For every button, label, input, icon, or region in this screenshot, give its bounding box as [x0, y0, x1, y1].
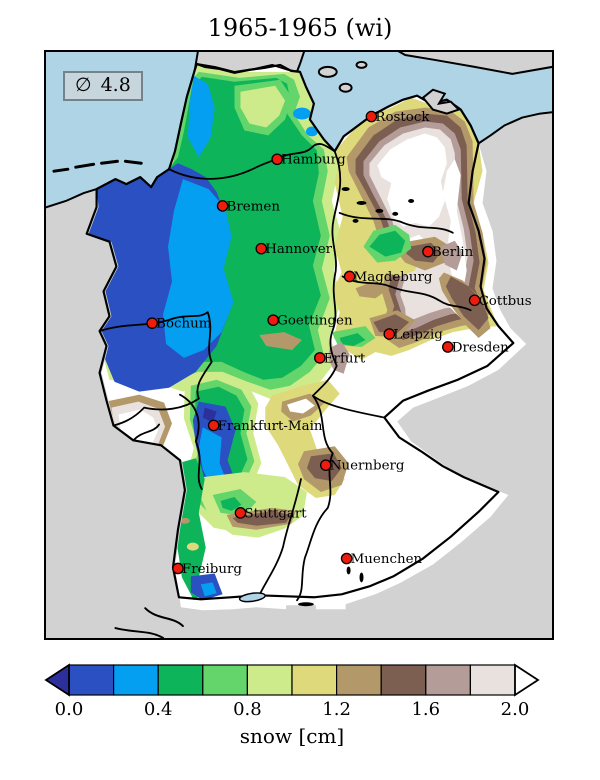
- city-dot: [343, 270, 356, 283]
- germany-snow-map: Rostock Hamburg Bremen Hannover Berlin Magdeb…: [46, 52, 552, 638]
- plot-title: 1965-1965 (wi): [207, 14, 393, 42]
- colorbar-segment: [112, 664, 159, 696]
- city-label: Rostock: [375, 110, 430, 125]
- danish-island: [338, 82, 353, 93]
- city-label: Cottbus: [479, 294, 532, 309]
- sweden: [397, 52, 552, 75]
- city-label: Leipzig: [393, 328, 443, 343]
- colorbar: [44, 663, 540, 697]
- city-dot: [172, 562, 184, 575]
- city-dot: [314, 352, 326, 364]
- colorbar-segment: [336, 664, 382, 696]
- colorbar-over-arrow: [514, 663, 540, 697]
- city-dot: [468, 294, 481, 307]
- city-dot: [340, 552, 353, 565]
- city-label: Dresden: [452, 340, 509, 355]
- bodensee-lake: [238, 592, 266, 603]
- colorbar-segment: [157, 664, 204, 696]
- city-dot: [216, 200, 229, 212]
- colorbar-tick: 2.0: [500, 699, 530, 720]
- city-label: Erfurt: [324, 351, 366, 366]
- city-markers: Rostock Hamburg Bremen Hannover Berlin Magdeb…: [146, 110, 532, 577]
- colorbar-segment: [68, 664, 115, 696]
- map-panel: Rostock Hamburg Bremen Hannover Berlin Magdeb…: [44, 50, 554, 640]
- colorbar-segment: [380, 664, 427, 696]
- city-dot: [267, 314, 280, 326]
- danish-island: [355, 60, 368, 69]
- colorbar-tick: 0.8: [233, 699, 262, 720]
- city-label: Goettingen: [277, 314, 353, 329]
- lakes-and-islands: [52, 88, 461, 638]
- colorbar-under-arrow: [44, 663, 70, 697]
- city-label: Berlin: [432, 245, 474, 260]
- city-dot: [383, 328, 396, 340]
- city-label: Nuernberg: [330, 459, 405, 474]
- colorbar-ticks: 0.0 0.4 0.8 1.2 1.6 2.0: [44, 699, 554, 723]
- city-label: Frankfurt-Main: [218, 419, 323, 434]
- city-label: Bremen: [227, 199, 281, 214]
- colorbar-tick: 1.2: [322, 699, 351, 720]
- ruegen-island: [421, 88, 461, 115]
- city-dot: [207, 419, 220, 432]
- colorbar-segment: [425, 664, 471, 696]
- colorbar-label: snow [cm]: [239, 724, 345, 748]
- city-label: Hannover: [265, 242, 332, 257]
- colorbar-tick: 1.6: [411, 699, 441, 720]
- city-dot: [365, 110, 378, 123]
- average-icon: ∅: [75, 74, 92, 96]
- city-label: Magdeburg: [354, 270, 433, 285]
- city-label: Freiburg: [182, 562, 242, 577]
- city-dot: [422, 245, 434, 258]
- danish-island: [317, 65, 338, 78]
- city-label: Bochum: [156, 317, 212, 332]
- city-dot: [255, 242, 268, 255]
- colorbar-segment: [469, 664, 516, 696]
- colorbar-segments: [68, 664, 516, 696]
- colorbar-tick: 0.4: [143, 699, 173, 720]
- colorbar-segment: [291, 664, 338, 696]
- city-label: Hamburg: [281, 153, 346, 168]
- average-badge: ∅ 4.8: [63, 71, 143, 101]
- germany-border: [85, 62, 515, 601]
- colorbar-tick: 0.0: [54, 699, 84, 720]
- colorbar-segment: [246, 664, 293, 696]
- city-dot: [271, 153, 283, 166]
- colorbar-segment: [202, 664, 249, 696]
- state-borders: [98, 63, 472, 602]
- city-label: Stuttgart: [244, 506, 307, 521]
- city-dot: [234, 507, 247, 519]
- city-dot: [319, 459, 332, 471]
- city-label: Muenchen: [351, 552, 423, 567]
- city-dot: [442, 341, 454, 353]
- average-value: 4.8: [100, 74, 131, 96]
- city-dot: [146, 317, 158, 329]
